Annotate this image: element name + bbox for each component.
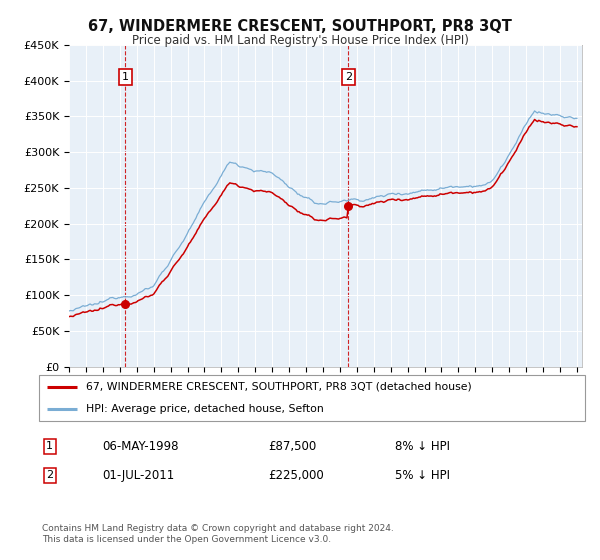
Text: Contains HM Land Registry data © Crown copyright and database right 2024.
This d: Contains HM Land Registry data © Crown c… <box>42 524 394 544</box>
Text: 1: 1 <box>122 72 129 82</box>
Text: 1: 1 <box>46 441 53 451</box>
Text: £87,500: £87,500 <box>268 440 316 453</box>
Text: 2: 2 <box>345 72 352 82</box>
Text: 67, WINDERMERE CRESCENT, SOUTHPORT, PR8 3QT: 67, WINDERMERE CRESCENT, SOUTHPORT, PR8 … <box>88 20 512 34</box>
Text: HPI: Average price, detached house, Sefton: HPI: Average price, detached house, Seft… <box>86 404 323 414</box>
Text: 8% ↓ HPI: 8% ↓ HPI <box>395 440 450 453</box>
Text: 01-JUL-2011: 01-JUL-2011 <box>102 469 175 482</box>
Text: 2: 2 <box>46 470 53 480</box>
FancyBboxPatch shape <box>39 376 585 421</box>
Text: £225,000: £225,000 <box>268 469 323 482</box>
Text: 67, WINDERMERE CRESCENT, SOUTHPORT, PR8 3QT (detached house): 67, WINDERMERE CRESCENT, SOUTHPORT, PR8 … <box>86 382 472 392</box>
Text: Price paid vs. HM Land Registry's House Price Index (HPI): Price paid vs. HM Land Registry's House … <box>131 34 469 47</box>
Text: 06-MAY-1998: 06-MAY-1998 <box>102 440 179 453</box>
Text: 5% ↓ HPI: 5% ↓ HPI <box>395 469 450 482</box>
